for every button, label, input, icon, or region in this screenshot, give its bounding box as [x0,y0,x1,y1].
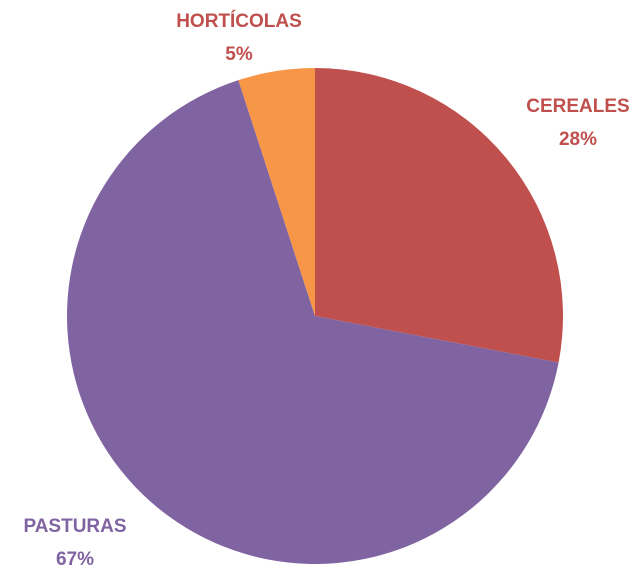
pie-slice [315,68,563,363]
slice-value-label: 5% [225,44,253,65]
slice-value-label: 67% [56,549,94,570]
pie-slice [67,80,559,564]
slice-label: HORTÍCOLAS [176,10,302,32]
slice-value-label: 28% [559,129,597,150]
pie-slice [238,68,315,316]
slice-label: PASTURAS [23,516,126,537]
slice-label: CEREALES [526,96,629,117]
